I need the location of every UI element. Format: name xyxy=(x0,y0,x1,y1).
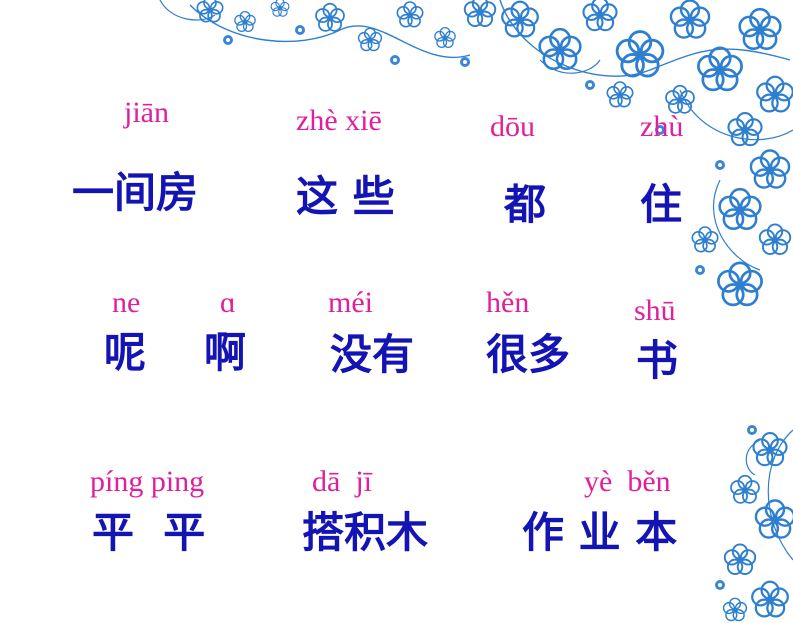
pinyin-zhe-xie: zhè xiē xyxy=(296,104,382,137)
bottom-flourish xyxy=(715,425,793,622)
pinyin-zhu: zhù xyxy=(640,110,684,143)
hanzi-zuo-ye-ben: 作 业 本 xyxy=(522,508,678,557)
hanzi-da-ji-mu: 搭积木 xyxy=(302,508,429,557)
pinyin-jian: jiān xyxy=(124,96,169,129)
pinyin-a: ɑ xyxy=(220,286,236,319)
hanzi-dou: 都 xyxy=(504,180,547,229)
top-flourish xyxy=(159,0,497,67)
pinyin-ne: ne xyxy=(112,286,141,319)
hanzi-yi-jian-fang: 一间房 xyxy=(72,168,199,217)
corner-flourish xyxy=(499,0,793,307)
pinyin-ye-ben: yè běn xyxy=(584,465,671,498)
hanzi-shu: 书 xyxy=(636,336,679,385)
hanzi-mei-you: 没有 xyxy=(330,330,415,379)
pinyin-shu: shū xyxy=(634,294,676,327)
pinyin-dou: dōu xyxy=(490,110,535,143)
hanzi-a: 啊 xyxy=(204,328,247,377)
hanzi-zhu: 住 xyxy=(640,180,683,229)
pinyin-hen: hěn xyxy=(486,286,530,319)
hanzi-hen-duo: 很多 xyxy=(486,330,571,379)
hanzi-zhe-xie: 这 些 xyxy=(296,172,395,221)
pinyin-da-ji: dā jī xyxy=(312,465,372,498)
pinyin-mei: méi xyxy=(328,286,373,319)
hanzi-ping-ping: 平 平 xyxy=(92,508,206,557)
hanzi-ne: 呢 xyxy=(104,328,147,377)
pinyin-ping-ping: píng ping xyxy=(90,465,205,498)
